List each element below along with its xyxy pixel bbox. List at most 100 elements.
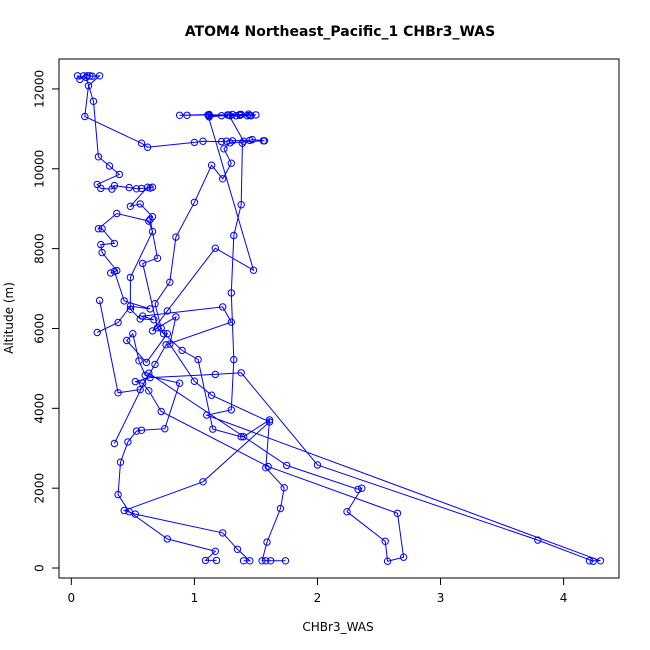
data-point (211, 547, 220, 555)
data-point (265, 418, 274, 426)
data-point (161, 425, 169, 433)
data-point (110, 239, 119, 248)
data-point (126, 305, 135, 313)
data-point (93, 180, 101, 189)
data-point (120, 506, 128, 515)
data-point (84, 82, 93, 90)
data-point (207, 161, 216, 169)
data-point (183, 111, 191, 120)
data-point (227, 289, 236, 297)
data-point (142, 358, 151, 367)
data-point (159, 330, 168, 338)
data-point (136, 385, 144, 394)
data-point (137, 426, 146, 434)
data-point (249, 266, 258, 274)
data-point (114, 318, 122, 327)
data-point (137, 139, 146, 147)
data-point (283, 461, 291, 470)
data-point (116, 458, 125, 466)
data-point (534, 536, 542, 544)
plot-frame (58, 58, 620, 579)
data-point (232, 112, 240, 120)
data-point (209, 425, 217, 433)
data-point (393, 509, 402, 517)
y-tick-label: 2000 (33, 473, 47, 504)
data-point (166, 278, 174, 286)
data-point (252, 111, 260, 119)
data-point (148, 327, 157, 335)
x-tick-label: 1 (191, 591, 199, 605)
data-point (113, 266, 121, 275)
data-point (219, 175, 227, 183)
data-point (166, 340, 174, 348)
x-axis-label: CHBr3_WAS (302, 620, 373, 634)
data-point (105, 162, 114, 170)
data-point (93, 328, 101, 337)
data-point (178, 346, 186, 355)
data-point (163, 330, 172, 338)
plot-points (73, 72, 605, 565)
data-point (94, 153, 103, 161)
data-point (313, 461, 322, 469)
data-point (145, 369, 153, 377)
data-point (97, 240, 105, 249)
data-point (151, 300, 159, 308)
y-tick-label: 6000 (33, 313, 47, 344)
data-point (146, 184, 154, 192)
data-point (207, 391, 216, 399)
x-tick-label: 3 (437, 591, 445, 605)
data-point (227, 406, 236, 414)
y-tick-label: 10000 (33, 150, 47, 188)
data-point (199, 137, 207, 145)
data-point (94, 225, 103, 233)
data-point (131, 510, 140, 518)
data-point (148, 227, 157, 236)
series-line-3 (96, 212, 233, 394)
data-point (125, 508, 133, 516)
data-point (230, 231, 238, 240)
data-point (123, 336, 131, 345)
data-point (120, 297, 128, 305)
data-point (230, 355, 238, 364)
y-tick-label: 0 (33, 564, 47, 572)
data-point (259, 137, 267, 145)
data-point (143, 143, 152, 151)
data-point (175, 379, 184, 387)
data-point (146, 305, 154, 313)
data-point (163, 307, 172, 315)
data-point (381, 537, 389, 545)
data-point (131, 377, 140, 386)
data-point (354, 485, 362, 494)
data-point (248, 135, 256, 144)
data-point (139, 312, 147, 320)
data-point (145, 387, 153, 395)
data-point (589, 557, 597, 565)
data-point (237, 369, 245, 377)
chart-title: ATOM4 Northeast_Pacific_1 CHBr3_WAS (185, 24, 495, 40)
data-point (263, 538, 271, 546)
data-point (205, 113, 213, 121)
data-point (237, 201, 245, 209)
data-point (239, 557, 248, 565)
data-point (95, 72, 104, 80)
data-point (204, 111, 212, 119)
data-point (129, 330, 137, 338)
plot-lines (76, 75, 601, 562)
data-point (281, 557, 290, 565)
data-point (132, 427, 141, 435)
data-point (244, 110, 253, 118)
data-point (211, 370, 220, 379)
data-point (110, 439, 119, 448)
data-point (114, 389, 122, 397)
data-point (150, 316, 158, 324)
data-point (98, 225, 106, 233)
data-point (137, 184, 146, 193)
data-point (190, 138, 199, 147)
y-tick-label: 8000 (33, 233, 47, 264)
data-point (358, 484, 366, 492)
data-point (98, 248, 106, 257)
data-point (203, 411, 211, 419)
data-point (190, 377, 199, 385)
data-point (383, 557, 392, 565)
